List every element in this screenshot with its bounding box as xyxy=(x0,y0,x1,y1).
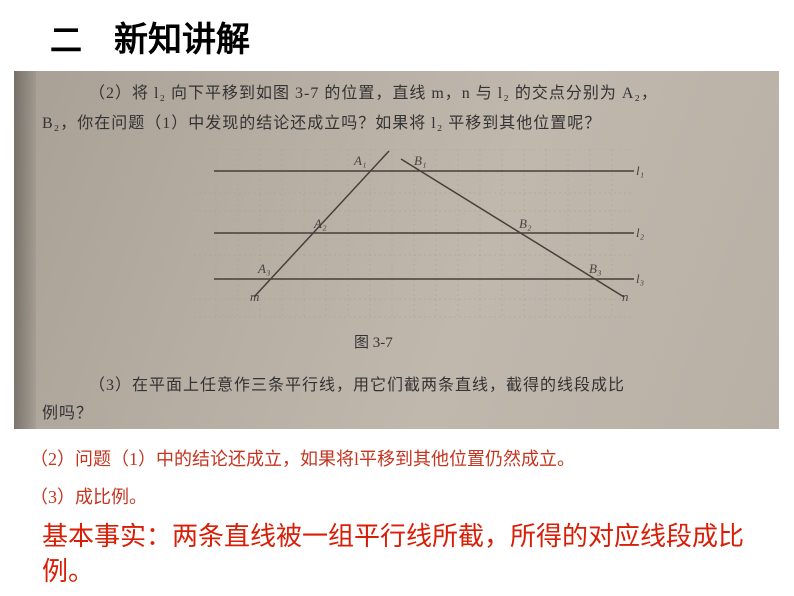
label-B1: B₁ xyxy=(414,153,426,169)
section-title: 二 新知讲解 xyxy=(0,0,794,71)
label-m: m xyxy=(250,289,259,305)
label-B2: B₂ xyxy=(519,216,531,232)
title-text: 新知讲解 xyxy=(114,12,250,61)
label-A1: A₁ xyxy=(354,153,366,169)
label-A2: A₂ xyxy=(314,216,326,232)
title-number: 二 xyxy=(50,15,82,61)
textbook-photo: （2）将 l₂ 向下平移到如图 3-7 的位置，直线 m，n 与 l₂ 的交点分… xyxy=(14,71,779,429)
label-l1: l₁ xyxy=(636,163,644,179)
problem-3-line1: （3）在平面上任意作三条平行线，用它们截两条直线，截得的线段成比 xyxy=(89,371,625,395)
problem-2-line2: B₂，你在问题（1）中发现的结论还成立吗？如果将 l₂ 平移到其他位置呢？ xyxy=(42,109,601,133)
basic-fact: 基本事实：两条直线被一组平行线所截，所得的对应线段成比例。 xyxy=(0,509,794,589)
answer-2: （2）问题（1）中的结论还成立，如果将l平移到其他位置仍然成立。 xyxy=(0,429,794,471)
figure-3-7: A₁ B₁ A₂ B₂ A₃ B₃ l₁ l₂ l₃ m n xyxy=(194,149,634,319)
answer-3: （3）成比例。 xyxy=(0,471,794,509)
label-n: n xyxy=(622,289,629,305)
label-l3: l₃ xyxy=(636,271,644,287)
problem-2-line1: （2）将 l₂ 向下平移到如图 3-7 的位置，直线 m，n 与 l₂ 的交点分… xyxy=(89,79,658,103)
problem-3-line2: 例吗？ xyxy=(42,399,93,423)
figure-caption: 图 3-7 xyxy=(354,331,393,352)
label-l2: l₂ xyxy=(636,225,644,241)
label-A3: A₃ xyxy=(258,261,270,277)
label-B3: B₃ xyxy=(589,261,601,277)
